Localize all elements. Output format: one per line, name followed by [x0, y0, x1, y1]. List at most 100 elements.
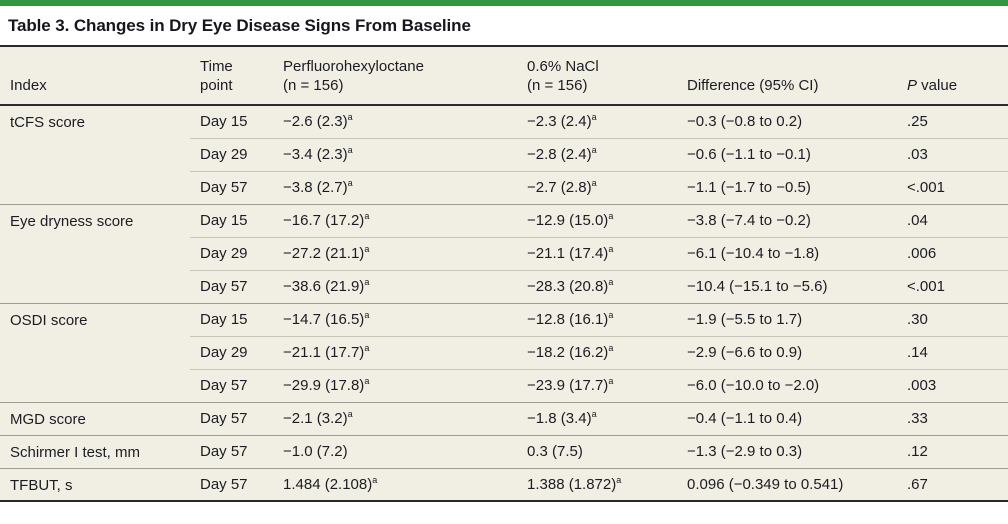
- nacl-value-cell: −18.2 (16.2)a: [517, 335, 677, 369]
- table-row: Day 57 −3.8 (2.7)a −2.7 (2.8)a −1.1 (−1.…: [0, 170, 1008, 204]
- difference-cell: 0.096 (−0.349 to 0.541): [677, 467, 897, 501]
- p-value-cell: .67: [897, 467, 1008, 501]
- difference-cell: −1.9 (−5.5 to 1.7): [677, 302, 897, 336]
- col-header-difference: Difference (95% CI): [677, 46, 897, 106]
- difference-cell: −2.9 (−6.6 to 0.9): [677, 335, 897, 369]
- footnote-marker: a: [347, 112, 353, 123]
- nacl-value-cell: 0.3 (7.5): [517, 434, 677, 468]
- nacl-value-cell: −23.9 (17.7)a: [517, 368, 677, 402]
- time-point-cell: Day 15: [190, 302, 273, 336]
- pfh-value-cell: −2.6 (2.3)a: [273, 104, 517, 138]
- footnote-marker: a: [347, 178, 353, 188]
- footnote-marker: a: [608, 343, 614, 353]
- difference-cell: −0.6 (−1.1 to −0.1): [677, 137, 897, 171]
- time-point-cell: Day 29: [190, 335, 273, 369]
- footnote-marker: a: [591, 178, 597, 188]
- nacl-value-cell: −2.3 (2.4)a: [517, 104, 677, 138]
- footnote-marker: a: [591, 145, 597, 155]
- p-value-cell: .33: [897, 401, 1008, 435]
- nacl-value-cell: −2.7 (2.8)a: [517, 170, 677, 204]
- footnote-marker: a: [364, 277, 370, 287]
- table-row: Schirmer I test, mm Day 57 −1.0 (7.2) 0.…: [0, 434, 1008, 468]
- footnote-marker: a: [364, 343, 370, 353]
- time-point-cell: Day 15: [190, 203, 273, 237]
- footnote-marker: a: [608, 376, 614, 386]
- footnote-marker: a: [372, 474, 378, 485]
- row-index-label: TFBUT, s: [0, 467, 190, 501]
- p-value-cell: .12: [897, 434, 1008, 468]
- table-row: Day 29 −27.2 (21.1)a −21.1 (17.4)a −6.1 …: [0, 236, 1008, 270]
- title-row: Table 3. Changes in Dry Eye Disease Sign…: [0, 6, 1008, 45]
- nacl-value-cell: −12.9 (15.0)a: [517, 203, 677, 237]
- footnote-marker: a: [364, 211, 370, 221]
- col-header-p-value: P value: [897, 46, 1008, 106]
- nacl-value-cell: −2.8 (2.4)a: [517, 137, 677, 171]
- table-row: Day 29 −3.4 (2.3)a −2.8 (2.4)a −0.6 (−1.…: [0, 137, 1008, 171]
- pfh-value-cell: −3.8 (2.7)a: [273, 170, 517, 204]
- table-row: TFBUT, s Day 57 1.484 (2.108)a 1.388 (1.…: [0, 467, 1008, 501]
- p-value-cell: .04: [897, 203, 1008, 237]
- nacl-value-cell: −12.8 (16.1)a: [517, 302, 677, 336]
- pfh-value-cell: −16.7 (17.2)a: [273, 203, 517, 237]
- table-row: Day 57 −38.6 (21.9)a −28.3 (20.8)a −10.4…: [0, 269, 1008, 303]
- time-point-cell: Day 57: [190, 467, 273, 501]
- time-point-cell: Day 29: [190, 137, 273, 171]
- p-value-italic-label: P: [907, 77, 918, 94]
- p-value-cell: .30: [897, 302, 1008, 336]
- nacl-value-cell: −1.8 (3.4)a: [517, 401, 677, 435]
- pfh-value-cell: −3.4 (2.3)a: [273, 137, 517, 171]
- pfh-value-cell: 1.484 (2.108)a: [273, 467, 517, 501]
- table-row: Day 29 −21.1 (17.7)a −18.2 (16.2)a −2.9 …: [0, 335, 1008, 369]
- footnote-marker: a: [347, 145, 353, 155]
- time-point-cell: Day 57: [190, 269, 273, 303]
- difference-cell: −0.3 (−0.8 to 0.2): [677, 104, 897, 138]
- footnote-marker: a: [608, 310, 614, 320]
- table-row: tCFS score Day 15 −2.6 (2.3)a −2.3 (2.4)…: [0, 104, 1008, 204]
- accent-bar: [0, 0, 1008, 6]
- pfh-value-cell: −21.1 (17.7)a: [273, 335, 517, 369]
- difference-cell: −1.1 (−1.7 to −0.5): [677, 170, 897, 204]
- footnote-marker: a: [608, 244, 614, 254]
- footnote-marker: a: [364, 376, 370, 386]
- pfh-value-cell: −2.1 (3.2)a: [273, 401, 517, 435]
- time-point-cell: Day 57: [190, 170, 273, 204]
- row-index-label: tCFS score: [0, 104, 190, 204]
- footnote-marker: a: [347, 409, 353, 419]
- footnote-marker: a: [364, 310, 370, 320]
- p-value-cell: .14: [897, 335, 1008, 369]
- row-index-label: MGD score: [0, 401, 190, 435]
- time-point-cell: Day 15: [190, 104, 273, 138]
- p-value-cell: .003: [897, 368, 1008, 402]
- table-row: MGD score Day 57 −2.1 (3.2)a −1.8 (3.4)a…: [0, 401, 1008, 435]
- col-header-nacl: 0.6% NaCl (n = 156): [517, 46, 677, 106]
- p-value-cell: <.001: [897, 170, 1008, 204]
- p-value-cell: .03: [897, 137, 1008, 171]
- time-point-cell: Day 57: [190, 434, 273, 468]
- col-header-time-point: Time point: [190, 46, 273, 106]
- nacl-value-cell: −28.3 (20.8)a: [517, 269, 677, 303]
- pfh-value-cell: −1.0 (7.2): [273, 434, 517, 468]
- col-header-index: Index: [0, 46, 190, 106]
- results-table: Index Time point Perfluorohexyloctane (n =…: [0, 45, 1008, 502]
- footnote-marker: a: [608, 211, 614, 221]
- difference-cell: −10.4 (−15.1 to −5.6): [677, 269, 897, 303]
- time-point-cell: Day 57: [190, 368, 273, 402]
- footnote-marker: a: [591, 112, 597, 123]
- footnote-marker: a: [616, 474, 622, 485]
- row-index-label: Schirmer I test, mm: [0, 434, 190, 468]
- footnote-marker: a: [364, 244, 370, 254]
- time-point-cell: Day 29: [190, 236, 273, 270]
- pfh-value-cell: −38.6 (21.9)a: [273, 269, 517, 303]
- pfh-value-cell: −14.7 (16.5)a: [273, 302, 517, 336]
- pfh-value-cell: −29.9 (17.8)a: [273, 368, 517, 402]
- p-value-cell: .25: [897, 104, 1008, 138]
- row-index-label: Eye dryness score: [0, 203, 190, 303]
- row-index-label: OSDI score: [0, 302, 190, 402]
- col-header-perfluorohexyloctane: Perfluorohexyloctane (n = 156): [273, 46, 517, 106]
- nacl-value-cell: −21.1 (17.4)a: [517, 236, 677, 270]
- p-value-cell: <.001: [897, 269, 1008, 303]
- difference-cell: −6.1 (−10.4 to −1.8): [677, 236, 897, 270]
- table-title: Table 3. Changes in Dry Eye Disease Sign…: [8, 16, 471, 35]
- table-header-row: Index Time point Perfluorohexyloctane (n =…: [0, 46, 1008, 106]
